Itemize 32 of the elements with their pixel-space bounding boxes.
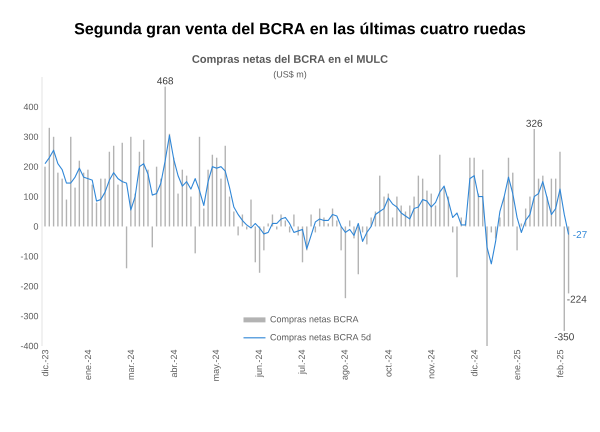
- x-tick-label: abr.-24: [170, 350, 178, 378]
- y-tick-label: -300: [20, 312, 38, 320]
- x-tick-label: feb.-25: [556, 350, 564, 378]
- y-tick-label: -100: [20, 253, 38, 260]
- x-tick-label: ene.-24: [84, 350, 92, 380]
- data-label: -224: [567, 296, 586, 303]
- x-tick-label: ene.-25: [514, 350, 520, 380]
- y-tick-label: 0: [34, 223, 38, 230]
- x-tick-label: dic.-23: [42, 350, 48, 376]
- chart-subtitle: Compras netas del BCRA en el MULC: [192, 54, 388, 66]
- y-tick-label: -400: [20, 342, 38, 350]
- x-tick-label: dic.-24: [470, 350, 478, 376]
- x-tick-label: nov.-24: [428, 350, 434, 378]
- y-tick-label: 100: [24, 193, 38, 200]
- legend-label: Compras netas BCRA 5d: [270, 334, 370, 342]
- x-tick-label: ago.-24: [341, 350, 350, 380]
- data-label: 326: [526, 120, 542, 127]
- x-tick-label: oct.-24: [385, 350, 392, 377]
- x-tick-label: may.-24: [212, 350, 221, 381]
- data-label: -27: [573, 231, 587, 238]
- y-tick-label: -200: [20, 283, 38, 290]
- x-tick-label: jun.-24: [255, 350, 264, 378]
- y-tick-label: 300: [24, 134, 38, 140]
- x-tick-label: mar.-24: [128, 350, 134, 380]
- legend-label: Compras netas BCRA: [270, 316, 358, 324]
- chart-title: Segunda gran venta del BCRA en las últimas cuatro ruedas: [74, 22, 526, 38]
- y-axis-title: (US$ m): [274, 70, 306, 80]
- y-tick-label: 400: [24, 104, 38, 110]
- data-label: 468: [157, 77, 174, 84]
- x-tick-label: jul.-24: [298, 350, 307, 374]
- data-label: -350: [554, 333, 574, 340]
- y-tick-label: 200: [24, 163, 38, 170]
